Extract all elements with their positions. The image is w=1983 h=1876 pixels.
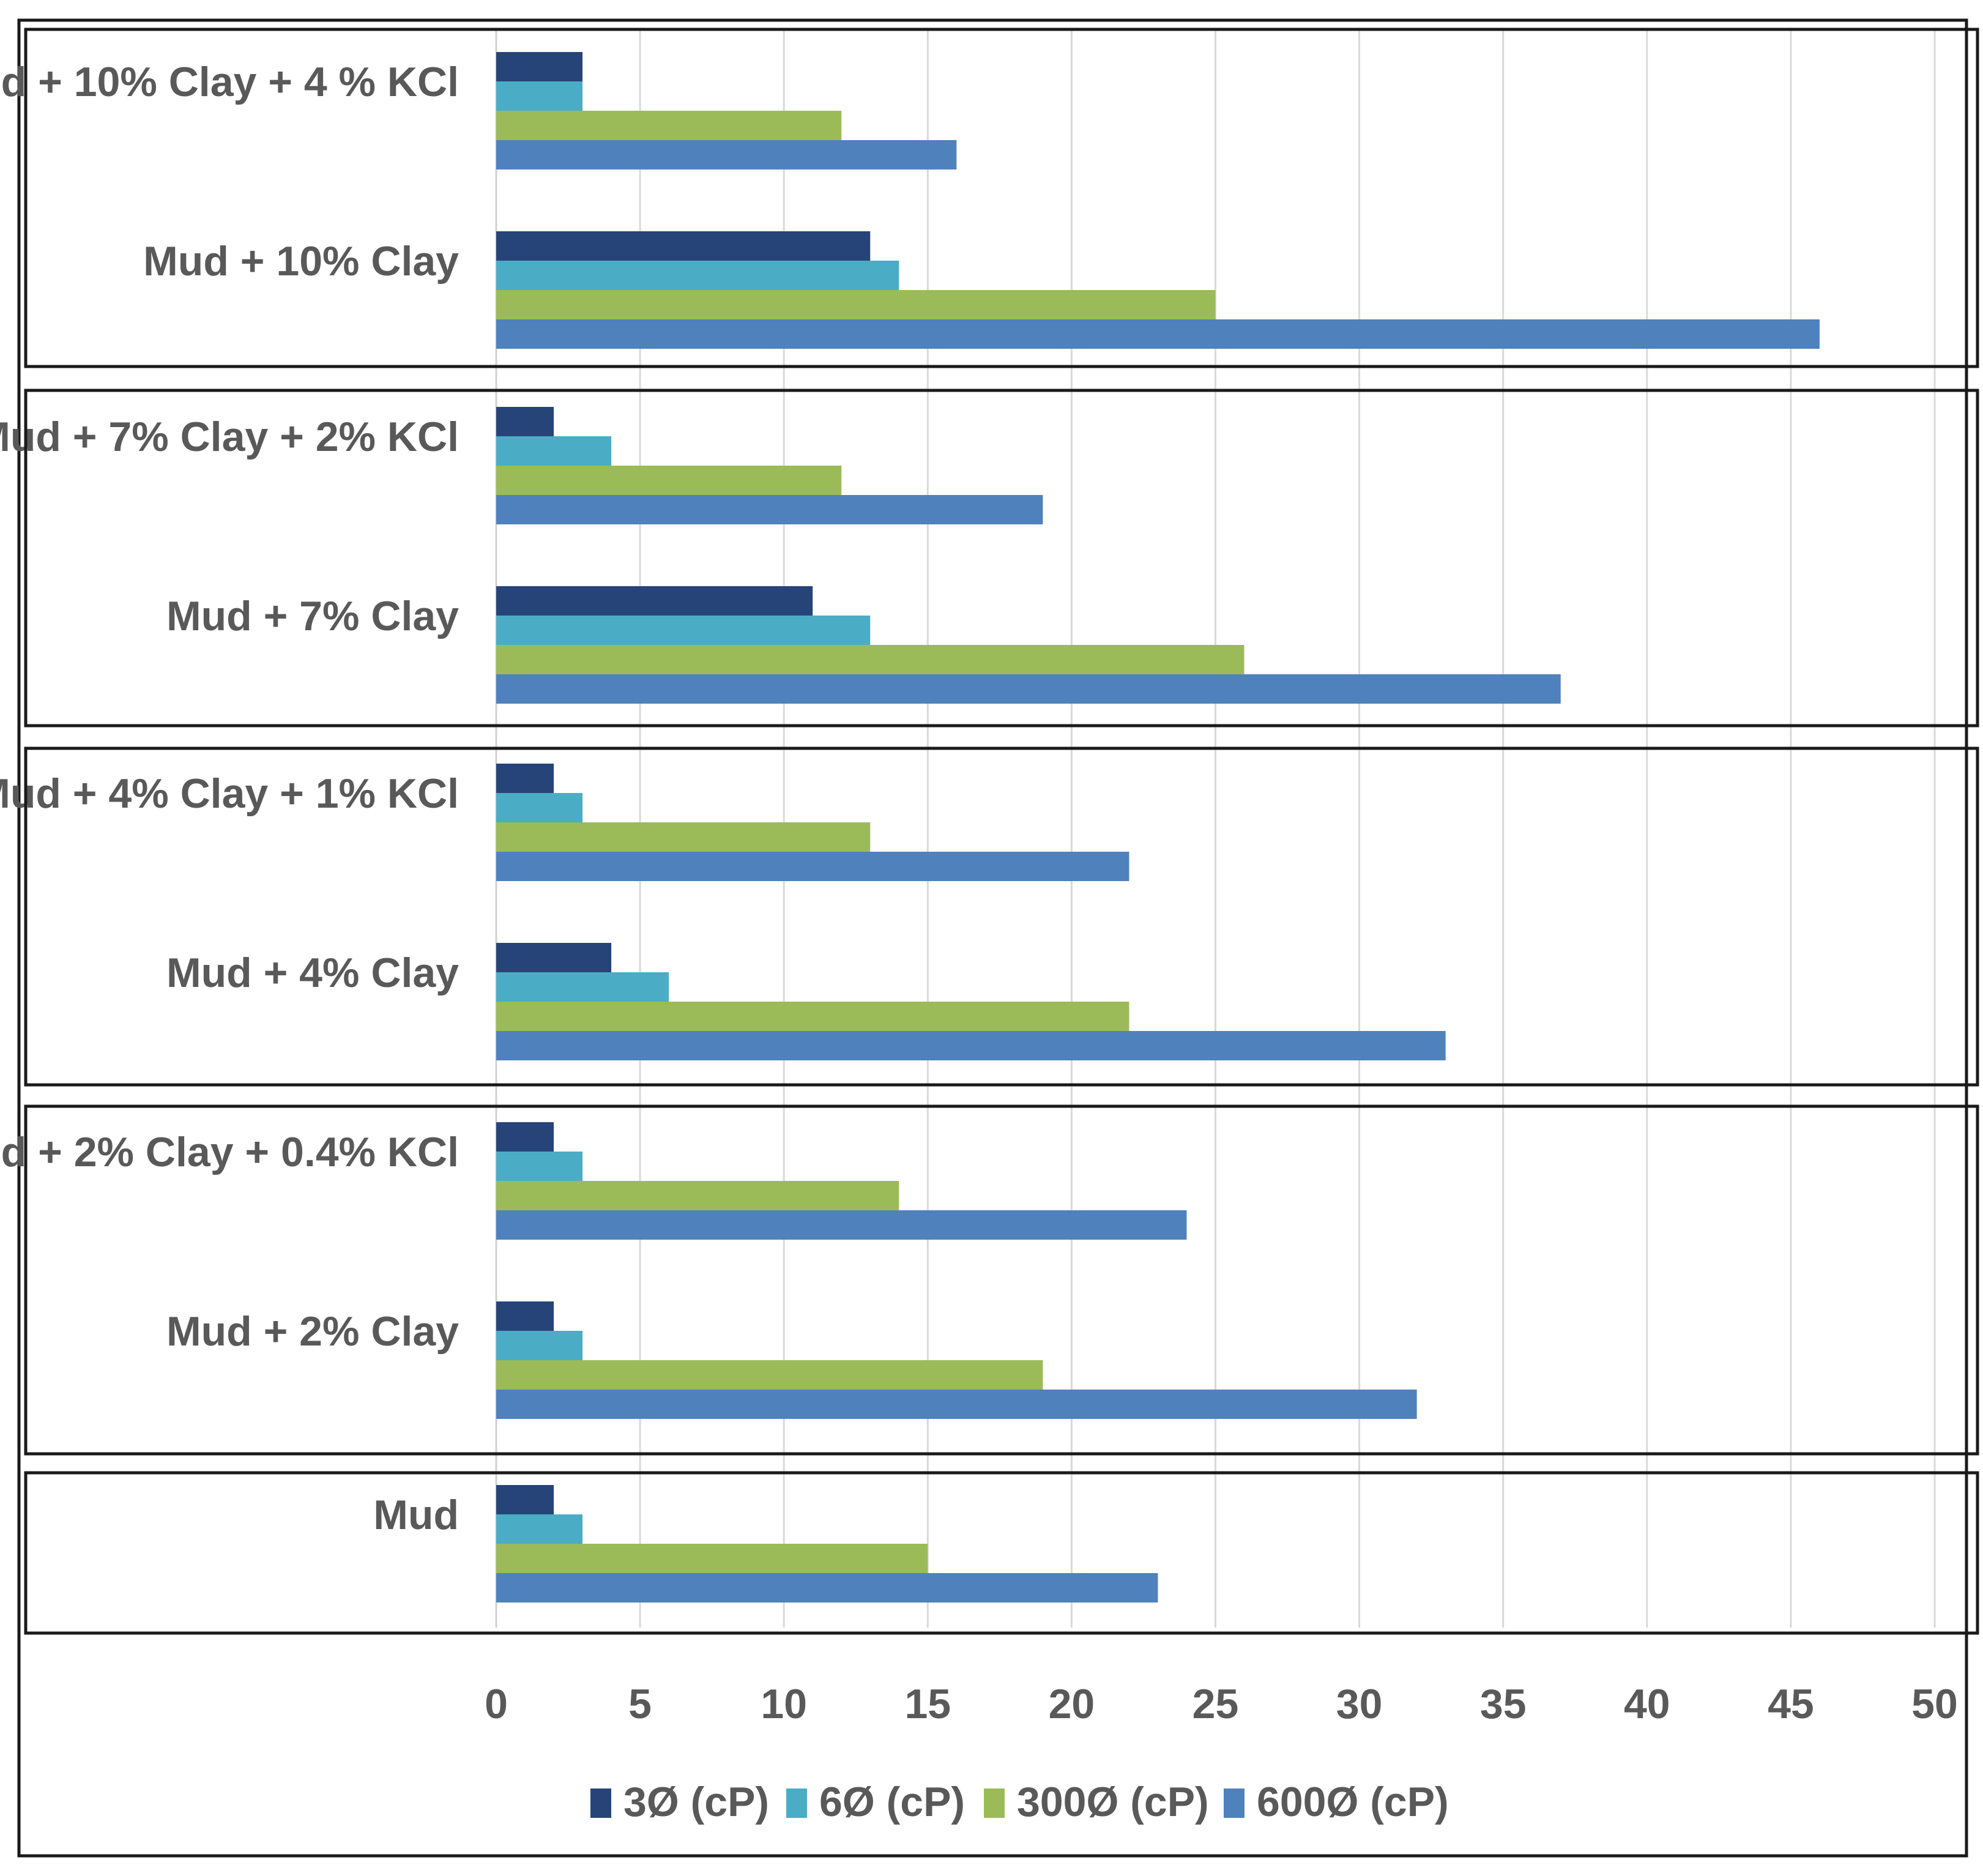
x-tick-label: 50 <box>1911 1681 1958 1727</box>
category-label: Mud + 7% Clay + 2% KCl <box>0 414 459 460</box>
category-label: Mud + 10% Clay + 4 % KCl <box>0 59 459 105</box>
category-label: Mud + 10% Clay <box>143 238 459 285</box>
bar-8-1 <box>496 1514 583 1544</box>
bar-5-2 <box>496 1002 1129 1031</box>
bar-7-1 <box>496 1331 583 1360</box>
legend-label: 300Ø (cP) <box>1017 1779 1209 1825</box>
bar-2-1 <box>496 436 612 466</box>
bar-7-3 <box>496 1390 1417 1419</box>
bar-3-1 <box>496 616 871 645</box>
bar-4-2 <box>496 822 871 852</box>
bar-1-1 <box>496 261 899 290</box>
legend-label: 6Ø (cP) <box>819 1779 965 1825</box>
bar-5-3 <box>496 1031 1446 1060</box>
x-tick-label: 25 <box>1192 1681 1239 1727</box>
bar-7-2 <box>496 1360 1043 1390</box>
x-axis-tick-labels: 0 5 10 15 20 25 30 35 40 45 50 <box>485 1681 1958 1727</box>
bar-8-3 <box>496 1573 1158 1602</box>
category-label: Mud + 2% Clay <box>166 1308 459 1355</box>
bar-8-0 <box>496 1485 554 1514</box>
bar-1-2 <box>496 290 1216 319</box>
bar-3-2 <box>496 645 1244 674</box>
bar-0-2 <box>496 111 842 140</box>
legend-swatch <box>786 1789 807 1818</box>
x-tick-label: 0 <box>485 1681 508 1727</box>
legend-label: 600Ø (cP) <box>1257 1779 1449 1825</box>
bar-1-3 <box>496 319 1820 349</box>
x-tick-label: 40 <box>1624 1681 1670 1727</box>
category-labels: Mud + 10% Clay + 4 % KCl Mud + 10% Clay Mu… <box>0 59 459 1538</box>
x-tick-label: 5 <box>628 1681 652 1727</box>
legend-swatch <box>984 1789 1005 1818</box>
category-label: Mud <box>373 1492 459 1538</box>
bar-6-2 <box>496 1181 899 1210</box>
bar-5-1 <box>496 972 669 1002</box>
x-tick-label: 45 <box>1768 1681 1814 1727</box>
bar-3-0 <box>496 586 813 616</box>
bar-5-0 <box>496 943 612 972</box>
group-box-2 <box>24 746 1979 1087</box>
bar-7-0 <box>496 1301 554 1331</box>
bar-4-3 <box>496 852 1129 881</box>
x-tick-label: 10 <box>761 1681 807 1727</box>
category-label: Mud + 7% Clay <box>166 593 459 639</box>
bar-2-2 <box>496 466 842 495</box>
category-label: Mud + 4% Clay <box>166 950 459 996</box>
legend: 3Ø (cP) 6Ø (cP) 300Ø (cP) 600Ø (cP) <box>590 1779 1449 1825</box>
x-tick-label: 35 <box>1480 1681 1527 1727</box>
group-box-1 <box>24 389 1979 728</box>
bar-1-0 <box>496 231 871 261</box>
legend-label: 3Ø (cP) <box>623 1779 769 1825</box>
x-tick-label: 30 <box>1336 1681 1383 1727</box>
x-tick-label: 20 <box>1049 1681 1095 1727</box>
category-label: Mud + 2% Clay + 0.4% KCl <box>0 1129 459 1175</box>
bar-0-1 <box>496 81 583 111</box>
bar-6-1 <box>496 1152 583 1181</box>
legend-swatch <box>590 1789 611 1818</box>
category-label: Mud + 4% Clay + 1% KCl <box>0 770 459 817</box>
bar-0-3 <box>496 140 957 169</box>
bar-6-3 <box>496 1210 1187 1240</box>
bars <box>496 52 1820 1602</box>
chart-outer-border <box>17 18 1968 1858</box>
x-tick-label: 15 <box>904 1681 951 1727</box>
bar-0-0 <box>496 52 583 81</box>
bar-3-3 <box>496 674 1561 704</box>
group-box-3 <box>24 1104 1979 1456</box>
group-box-0 <box>24 28 1979 368</box>
bar-4-1 <box>496 793 583 822</box>
group-box-4 <box>24 1471 1979 1635</box>
group-boxes <box>24 28 1979 1635</box>
bar-2-3 <box>496 495 1043 524</box>
bar-8-2 <box>496 1544 928 1573</box>
bar-4-0 <box>496 764 554 793</box>
bar-2-0 <box>496 407 554 436</box>
legend-swatch <box>1224 1789 1244 1818</box>
bar-6-0 <box>496 1122 554 1152</box>
